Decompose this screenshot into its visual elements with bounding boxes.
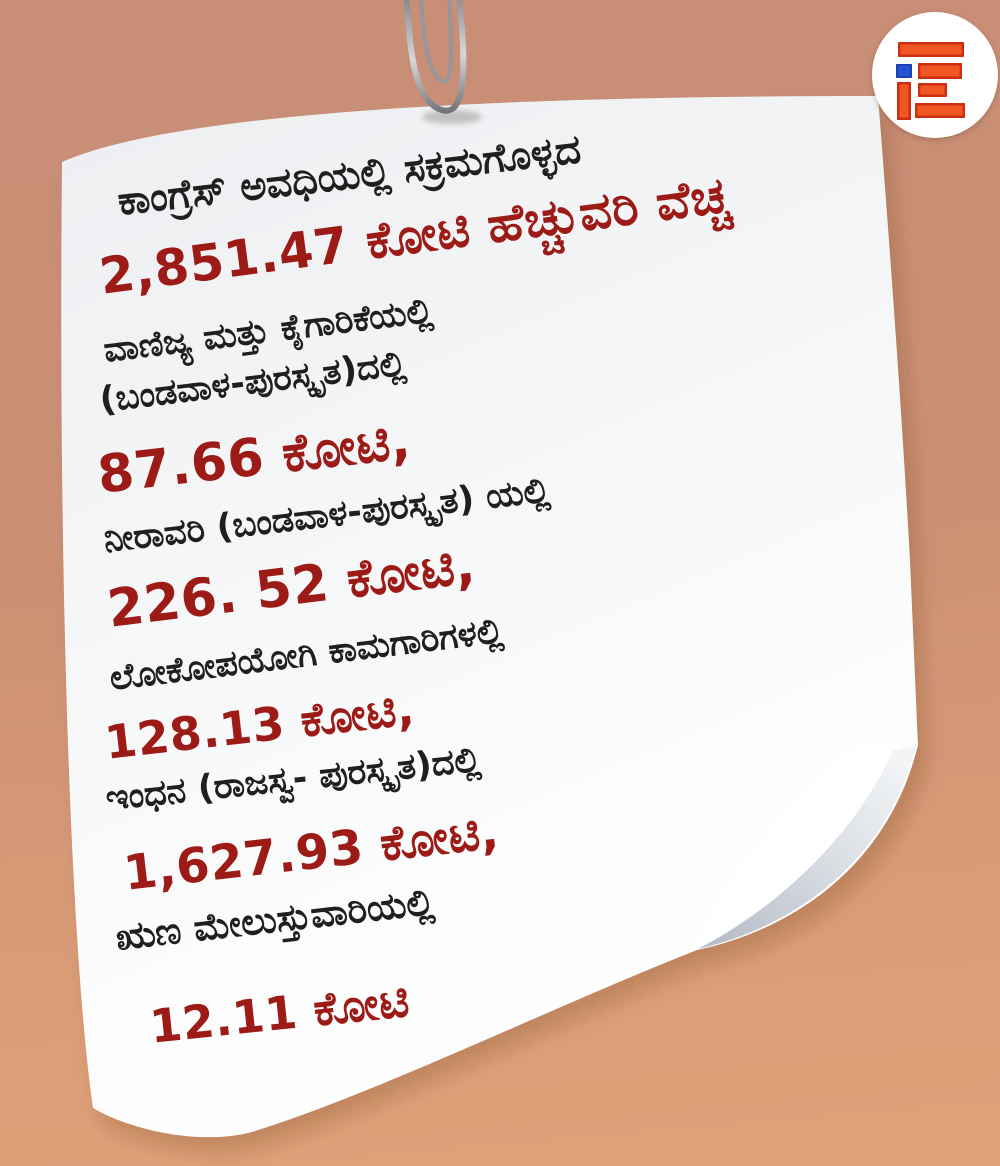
page-curl xyxy=(698,746,916,949)
page-curl-highlight xyxy=(700,742,902,946)
logo-bar-top xyxy=(898,42,964,57)
logo-bar-short xyxy=(918,83,947,97)
news-logo-badge xyxy=(872,12,998,138)
logo-i-stem xyxy=(897,82,911,120)
paper-sheet xyxy=(61,96,919,1138)
paperclip-icon xyxy=(403,0,467,114)
logo-bar-bottom xyxy=(915,103,965,118)
logo-bar-middle xyxy=(918,63,962,79)
paperclip-shadow xyxy=(422,110,482,124)
logo-i-dot xyxy=(896,64,912,78)
